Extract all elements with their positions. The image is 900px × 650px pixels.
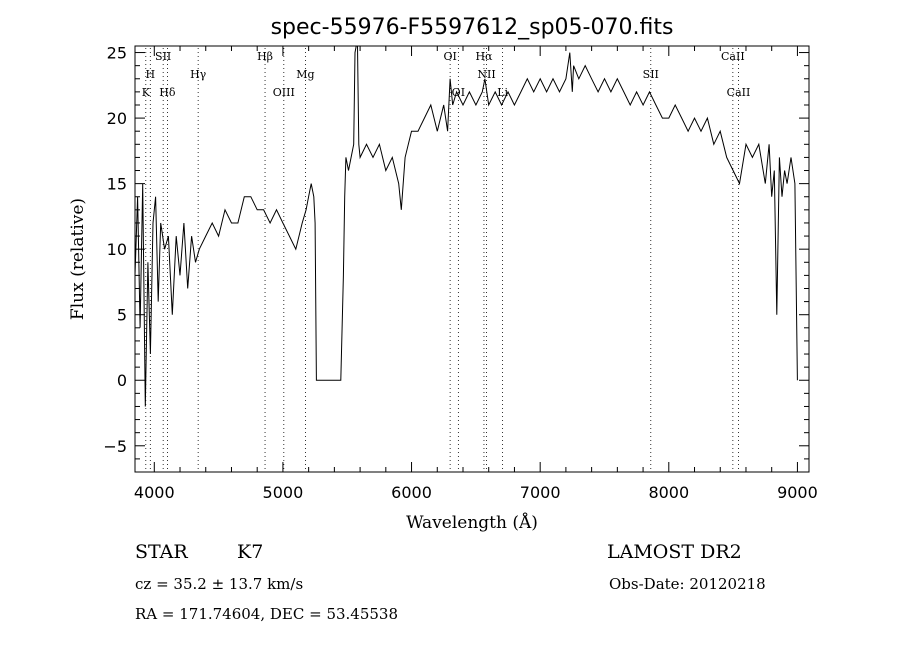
y-tick-label: 25 [107, 44, 127, 63]
line-label-0: K [142, 86, 151, 99]
line-label-9: OI [452, 86, 465, 99]
line-label-14: CaII [721, 50, 745, 63]
line-label-10: Hα [475, 50, 493, 63]
object-subclass: K7 [237, 541, 264, 563]
x-tick-label: 6000 [391, 483, 432, 502]
redshift-velocity: cz = 35.2 ± 13.7 km/s [135, 575, 304, 593]
x-tick-labels: 4000 5000 6000 7000 8000 9000 [134, 483, 818, 502]
line-label-2: SII [155, 50, 171, 63]
line-label-11: NII [477, 68, 495, 81]
line-label-8: OI [443, 50, 456, 63]
y-tick-label: 5 [117, 306, 127, 325]
x-tick-label: 9000 [777, 483, 818, 502]
axis-ticks [135, 46, 809, 473]
line-label-5: Hβ [257, 50, 273, 63]
line-label-1: H [146, 68, 156, 81]
y-tick-label: 10 [107, 240, 127, 259]
x-tick-label: 8000 [648, 483, 689, 502]
survey-name: LAMOST DR2 [607, 541, 742, 563]
line-label-4: Hγ [190, 68, 207, 81]
x-tick-label: 5000 [263, 483, 304, 502]
y-tick-label: 20 [107, 109, 127, 128]
x-axis-label: Wavelength (Å) [406, 512, 538, 533]
y-tick-label: 15 [107, 175, 127, 194]
y-axis-label: Flux (relative) [68, 198, 88, 320]
line-label-6: OIII [273, 86, 295, 99]
x-tick-label: 7000 [520, 483, 561, 502]
line-label-13: SII [643, 68, 659, 81]
y-tick-label: −5 [103, 437, 127, 456]
coordinates: RA = 171.74604, DEC = 53.45538 [135, 605, 399, 623]
y-tick-label: 0 [117, 371, 127, 390]
line-label-15: CaII [727, 86, 751, 99]
line-label-7: Mg [296, 68, 314, 81]
y-tick-labels: −5 0 5 10 15 20 25 [103, 44, 127, 456]
spectrum-series-line [134, 45, 798, 407]
plot-frame [134, 45, 810, 473]
object-class: STAR [135, 541, 188, 563]
line-label-12: Li [497, 86, 508, 99]
chart-title: spec-55976-F5597612_sp05-070.fits [271, 15, 674, 40]
x-tick-label: 4000 [134, 483, 175, 502]
observation-date: Obs-Date: 20120218 [609, 575, 766, 593]
line-label-3: Hδ [159, 86, 176, 99]
